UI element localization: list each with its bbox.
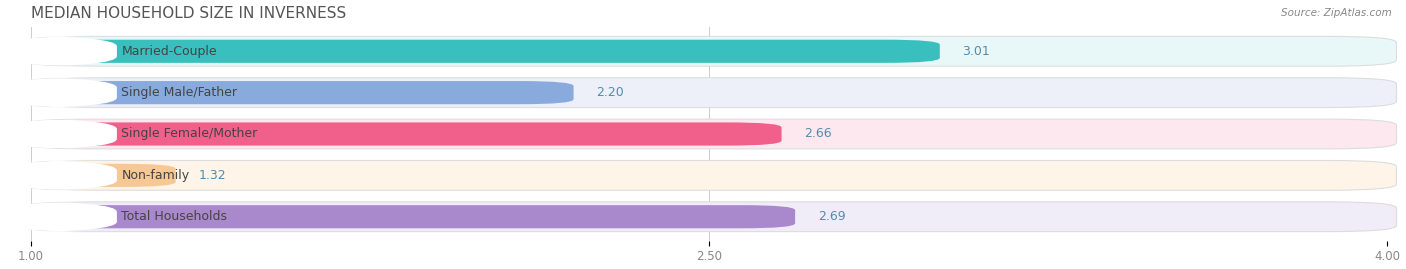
FancyBboxPatch shape [0, 77, 117, 108]
Text: 2.66: 2.66 [804, 128, 832, 140]
FancyBboxPatch shape [31, 81, 574, 104]
FancyBboxPatch shape [31, 40, 939, 63]
Text: 2.69: 2.69 [818, 210, 845, 223]
FancyBboxPatch shape [0, 160, 117, 191]
FancyBboxPatch shape [0, 36, 117, 66]
Text: Single Male/Father: Single Male/Father [121, 86, 238, 99]
Text: Total Households: Total Households [121, 210, 228, 223]
Text: 1.32: 1.32 [198, 169, 226, 182]
FancyBboxPatch shape [22, 161, 1396, 190]
FancyBboxPatch shape [0, 119, 117, 149]
FancyBboxPatch shape [31, 205, 796, 228]
Text: Non-family: Non-family [121, 169, 190, 182]
Text: Source: ZipAtlas.com: Source: ZipAtlas.com [1281, 8, 1392, 18]
FancyBboxPatch shape [22, 119, 1396, 149]
Text: 3.01: 3.01 [963, 45, 990, 58]
Text: Single Female/Mother: Single Female/Mother [121, 128, 257, 140]
Text: MEDIAN HOUSEHOLD SIZE IN INVERNESS: MEDIAN HOUSEHOLD SIZE IN INVERNESS [31, 6, 346, 20]
FancyBboxPatch shape [22, 78, 1396, 108]
Text: 2.20: 2.20 [596, 86, 624, 99]
FancyBboxPatch shape [22, 36, 1396, 66]
FancyBboxPatch shape [31, 164, 176, 187]
FancyBboxPatch shape [0, 201, 117, 232]
FancyBboxPatch shape [22, 202, 1396, 232]
Text: Married-Couple: Married-Couple [121, 45, 217, 58]
FancyBboxPatch shape [31, 122, 782, 146]
